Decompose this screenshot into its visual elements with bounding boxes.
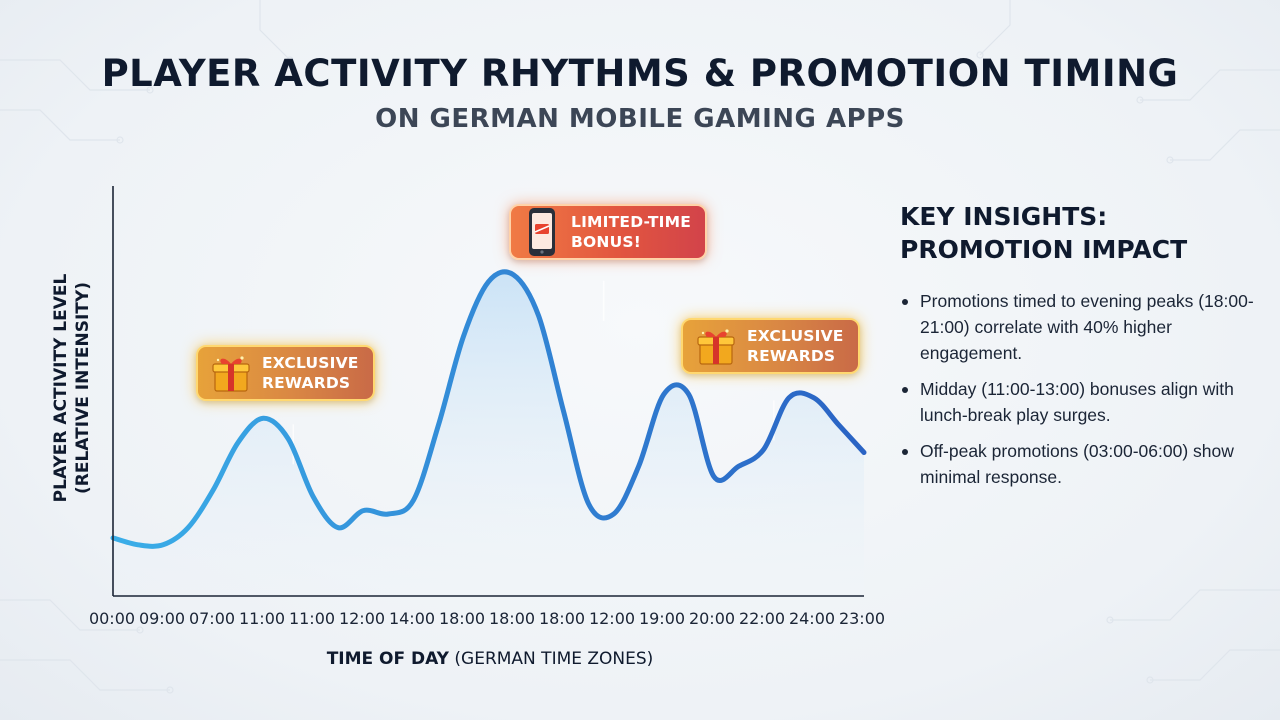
annotation-badge-limited-time-bonus: LIMITED-TIME BONUS! <box>509 204 708 260</box>
x-tick-label: 19:00 <box>638 609 686 628</box>
insights-list: Promotions timed to evening peaks (18:00… <box>900 288 1260 500</box>
bullet-dot <box>902 299 908 305</box>
activity-area-fill <box>113 271 864 596</box>
gift-icon <box>697 329 735 365</box>
insight-text: Midday (11:00-13:00) bonuses align with … <box>920 379 1234 425</box>
x-tick-label: 23:00 <box>838 609 886 628</box>
x-tick-label: 09:00 <box>138 609 186 628</box>
annotation-badge-exclusive-rewards-2: EXCLUSIVE REWARDS <box>681 318 860 374</box>
bullet-dot <box>902 449 908 455</box>
y-axis-label-line-1: PLAYER ACTIVITY LEVEL <box>51 273 71 503</box>
x-tick-label: 18:00 <box>538 609 586 628</box>
x-axis-label: TIME OF DAY (GERMAN TIME ZONES) <box>120 649 860 669</box>
x-tick-label: 12:00 <box>338 609 386 628</box>
activity-series-line <box>110 269 867 549</box>
badge-1-line-2: REWARDS <box>262 374 351 392</box>
x-tick-label: 12:00 <box>588 609 636 628</box>
x-tick-label: 20:00 <box>688 609 736 628</box>
x-tick-label: 18:00 <box>488 609 536 628</box>
annotation-badge-exclusive-rewards-1: EXCLUSIVE REWARDS <box>196 345 375 401</box>
x-axis-label-rest: (GERMAN TIME ZONES) <box>449 649 654 669</box>
badge-2-line-1: LIMITED-TIME <box>571 213 692 231</box>
chart-subtitle: ON GERMAN MOBILE GAMING APPS <box>375 104 905 134</box>
x-axis-label-bold: TIME OF DAY <box>326 649 449 669</box>
y-axis-label: PLAYER ACTIVITY LEVEL (RELATIVE INTENSIT… <box>50 248 94 528</box>
x-tick-label: 11:00 <box>238 609 286 628</box>
y-axis-label-line-2: (RELATIVE INTENSITY) <box>73 282 93 494</box>
x-tick-label: 07:00 <box>188 609 236 628</box>
smartphone-icon <box>529 208 555 256</box>
insights-title: KEY INSIGHTS: PROMOTION IMPACT <box>900 200 1240 266</box>
insight-item: Promotions timed to evening peaks (18:00… <box>900 288 1260 366</box>
insight-text: Off-peak promotions (03:00-06:00) show m… <box>920 441 1234 487</box>
x-tick-label: 22:00 <box>738 609 786 628</box>
x-tick-label: 14:00 <box>388 609 436 628</box>
badge-3-line-2: REWARDS <box>747 347 836 365</box>
chart-title: PLAYER ACTIVITY RHYTHMS & PROMOTION TIMI… <box>101 52 1179 95</box>
badge-3-line-1: EXCLUSIVE <box>747 327 844 345</box>
x-tick-label: 18:00 <box>438 609 486 628</box>
insights-title-line-2: PROMOTION IMPACT <box>900 235 1188 264</box>
badge-1-line-1: EXCLUSIVE <box>262 354 359 372</box>
badge-2-line-2: BONUS! <box>571 233 641 251</box>
insight-item: Midday (11:00-13:00) bonuses align with … <box>900 376 1260 428</box>
x-tick-label: 11:00 <box>288 609 336 628</box>
insights-title-line-1: KEY INSIGHTS: <box>900 202 1108 231</box>
gift-icon <box>212 356 250 392</box>
x-tick-label: 00:00 <box>88 609 136 628</box>
x-tick-label: 24:00 <box>788 609 836 628</box>
insight-item: Off-peak promotions (03:00-06:00) show m… <box>900 438 1260 490</box>
insight-text: Promotions timed to evening peaks (18:00… <box>920 291 1254 363</box>
bullet-dot <box>902 387 908 393</box>
